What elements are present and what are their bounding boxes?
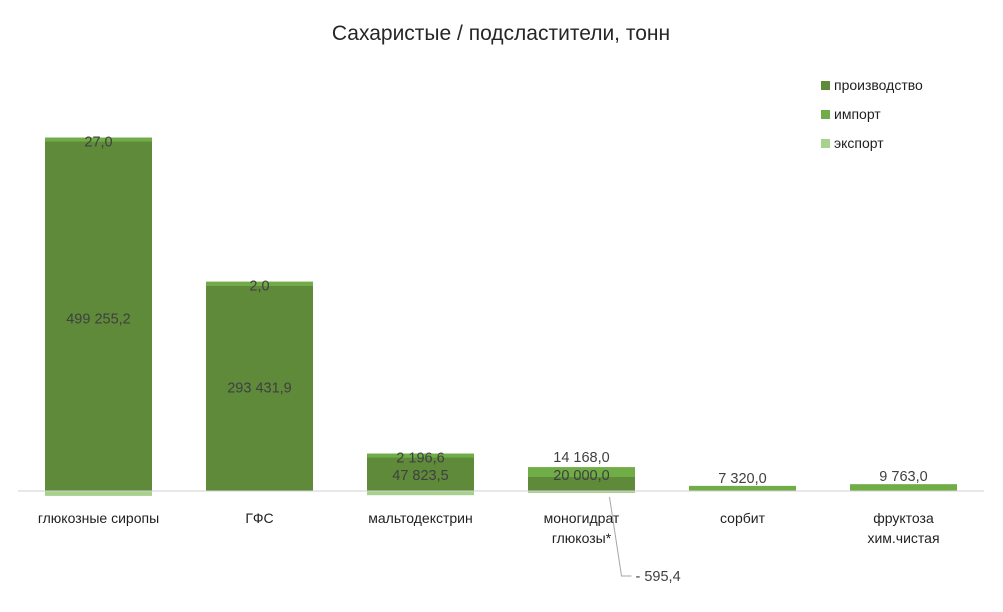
data-label-import-0: 27,0 [84, 135, 112, 151]
bar-import-3 [528, 467, 635, 477]
legend-label-0: производство [834, 77, 923, 93]
legend: производство импорт экспорт [821, 77, 923, 151]
leader-line-export-3 [609, 496, 632, 577]
category-label-4-0: сорбит [720, 510, 766, 526]
data-label-import-1: 2,0 [249, 279, 269, 295]
bar-export-0 [45, 491, 152, 496]
data-label-export-3: - 595,4 [636, 569, 681, 585]
data-label-production-0: 499 255,2 [66, 311, 131, 327]
category-label-3-1: глюкозы* [552, 530, 612, 546]
data-label-import-3: 14 168,0 [553, 450, 609, 466]
data-label-import-5: 9 763,0 [879, 469, 927, 485]
data-label-production-3: 20 000,0 [553, 468, 609, 484]
legend-swatch-0 [821, 81, 830, 90]
legend-label-2: экспорт [834, 135, 884, 151]
category-label-1-0: ГФС [245, 510, 273, 526]
bar-import-4 [689, 485, 796, 491]
legend-label-1: импорт [834, 106, 881, 122]
data-label-production-2: 47 823,5 [392, 468, 448, 484]
data-label-import-4: 7 320,0 [718, 471, 766, 487]
data-label-production-1: 293 431,9 [227, 380, 292, 396]
data-label-import-2: 2 196,6 [396, 451, 444, 467]
category-label-5-1: хим.чистая [867, 530, 939, 546]
bar-production-3 [528, 477, 635, 491]
bar-import-5 [850, 484, 957, 491]
legend-swatch-1 [821, 110, 830, 119]
bar-production-0 [45, 141, 152, 491]
bar-import-1 [206, 281, 313, 286]
category-label-0-0: глюкозные сиропы [38, 510, 159, 526]
bar-production-1 [206, 285, 313, 491]
bar-export-2 [367, 491, 474, 496]
chart-title: Сахаристые / подсластители, тонн [332, 22, 670, 45]
category-label-2-0: мальтодекстрин [368, 510, 473, 526]
bar-import-2 [367, 453, 474, 458]
legend-swatch-2 [821, 139, 830, 148]
bar-import-0 [45, 137, 152, 142]
data-labels-group: 499 255,2 27,0 293 431,9 2,0 47 823,52 196,6… [66, 135, 927, 585]
category-label-3-0: моногидрат [544, 510, 620, 526]
category-labels-group: глюкозные сиропы ГФС мальтодекстрин моногид… [38, 510, 940, 546]
category-label-5-0: фруктоза [873, 510, 934, 526]
bar-export-3 [528, 491, 635, 493]
bar-production-2 [367, 457, 474, 491]
bars-group [45, 137, 957, 496]
